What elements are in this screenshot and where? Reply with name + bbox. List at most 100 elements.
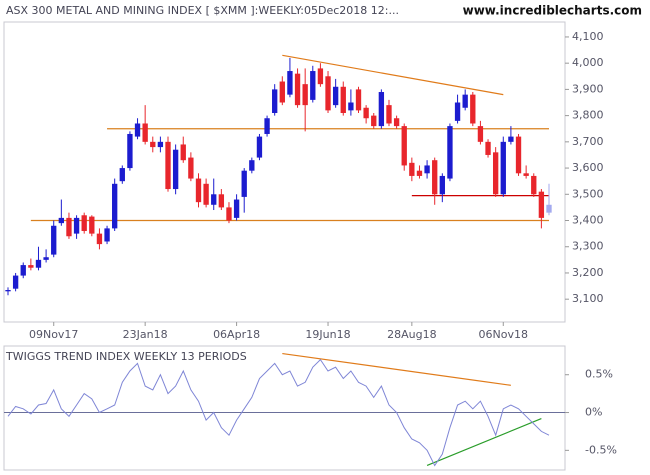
candle-body xyxy=(195,178,202,203)
candle-body xyxy=(485,141,491,155)
candle-body xyxy=(355,89,362,111)
candle-body xyxy=(393,118,400,127)
candle-body xyxy=(409,162,415,176)
candle-body xyxy=(317,68,324,85)
y-tick-label: 3,700 xyxy=(572,135,604,148)
candle-body xyxy=(272,89,278,113)
candle-body xyxy=(546,204,552,213)
candle-body xyxy=(416,170,423,176)
x-tick-label: 23Jan18 xyxy=(123,328,168,341)
y-tick-label: 4,100 xyxy=(572,30,604,43)
y-tick-label: 3,200 xyxy=(572,266,604,279)
candle-body xyxy=(43,257,49,260)
candle-body xyxy=(310,71,316,100)
candle-body xyxy=(462,94,468,108)
candle-body xyxy=(12,275,19,289)
candle-body xyxy=(51,225,57,255)
candle-body xyxy=(386,105,392,124)
candle-body xyxy=(81,215,87,232)
candle-body xyxy=(134,123,141,137)
y-tick-label: 3,900 xyxy=(572,82,604,95)
candle-body xyxy=(264,118,270,134)
candle-body xyxy=(401,126,407,166)
trendline xyxy=(426,418,542,467)
indicator-line xyxy=(7,358,550,467)
candle-body xyxy=(492,152,499,195)
candle-body xyxy=(203,183,209,205)
candle-body xyxy=(378,92,385,127)
candle-body xyxy=(172,149,179,190)
candle-body xyxy=(447,126,453,179)
candle-body xyxy=(287,71,293,95)
candle-body xyxy=(127,133,133,169)
x-tick-label: 19Jun18 xyxy=(305,328,350,341)
candle-body xyxy=(432,160,438,195)
candle-body xyxy=(165,141,171,190)
candle-body xyxy=(340,86,346,113)
candle-body xyxy=(58,217,65,224)
candle-body xyxy=(211,194,217,205)
candle-body xyxy=(256,136,263,158)
candle-body xyxy=(523,173,529,176)
y-tick-label: 0.5% xyxy=(585,368,613,381)
candle-body xyxy=(150,141,156,148)
y-tick-label: 3,600 xyxy=(572,161,604,174)
candle-body xyxy=(226,207,232,221)
candle-body xyxy=(218,194,225,208)
trendline xyxy=(282,54,504,96)
chart-title: ASX 300 METAL AND MINING INDEX [ $XMM ]:… xyxy=(6,4,399,17)
indicator-panel xyxy=(3,345,566,471)
candle-body xyxy=(5,290,11,292)
candle-body xyxy=(371,115,377,127)
candle-body xyxy=(531,175,537,195)
candle-body xyxy=(188,157,194,179)
candle-body xyxy=(104,228,110,242)
candle-body xyxy=(508,136,514,142)
candle-body xyxy=(515,136,522,174)
trendline xyxy=(282,352,511,386)
y-tick-label: 3,400 xyxy=(572,214,604,227)
y-tick-label: 3,800 xyxy=(572,109,604,122)
candle-body xyxy=(325,76,331,111)
candle-body xyxy=(279,81,285,103)
x-tick-label: 28Aug18 xyxy=(387,328,436,341)
y-tick-label: 0% xyxy=(585,406,602,419)
candle-body xyxy=(35,259,42,268)
candle-body xyxy=(249,160,255,171)
source: www.incrediblecharts.com xyxy=(463,4,642,18)
candle-body xyxy=(241,170,247,197)
x-tick-label: 06Apr18 xyxy=(213,328,260,341)
y-tick-label: 4,000 xyxy=(572,56,604,69)
candle-body xyxy=(332,86,339,106)
candle-body xyxy=(424,165,430,174)
candle-body xyxy=(89,216,95,234)
candle-body xyxy=(500,141,506,195)
price-panel xyxy=(3,21,566,323)
candle-body xyxy=(180,144,186,161)
candle-body xyxy=(439,175,445,195)
y-tick-label: 3,500 xyxy=(572,187,604,200)
candle-body xyxy=(477,126,484,142)
y-tick-label: -0.5% xyxy=(585,443,617,456)
candle-body xyxy=(28,265,34,268)
candle-body xyxy=(73,217,80,234)
candle-body xyxy=(470,94,476,124)
candle-body xyxy=(20,265,26,276)
candle-body xyxy=(157,141,164,148)
candle-body xyxy=(538,191,545,218)
candle-body xyxy=(363,107,369,119)
candle-body xyxy=(233,199,240,218)
candle-body xyxy=(119,168,125,182)
x-tick-label: 09Nov17 xyxy=(29,328,78,341)
candle-body xyxy=(302,84,308,106)
candle-body xyxy=(96,233,103,245)
candle-body xyxy=(66,217,72,237)
candle-body xyxy=(294,73,301,106)
indicator-title: TWIGGS TREND INDEX WEEKLY 13 PERIODS xyxy=(5,350,247,363)
x-tick-label: 06Nov18 xyxy=(479,328,528,341)
y-tick-label: 3,100 xyxy=(572,292,604,305)
candle-body xyxy=(348,102,354,111)
candle-body xyxy=(454,102,461,121)
candle-body xyxy=(142,123,148,142)
